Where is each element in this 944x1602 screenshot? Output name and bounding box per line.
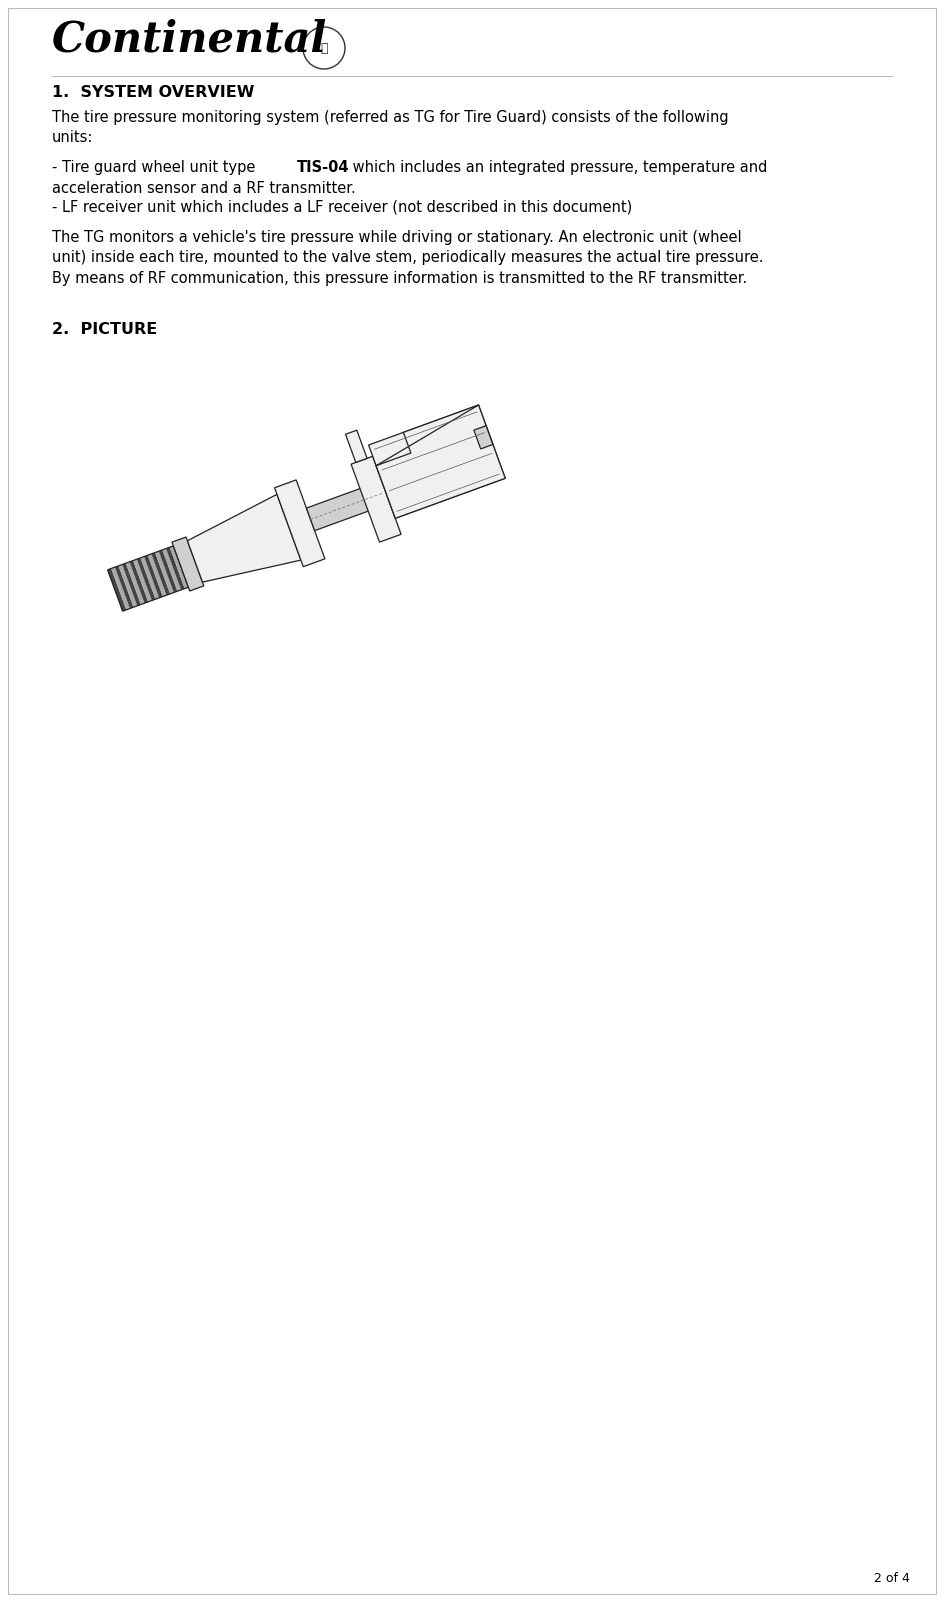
Polygon shape: [474, 426, 493, 449]
Bar: [172, 537, 204, 591]
Bar: [166, 548, 185, 590]
Bar: [275, 481, 325, 567]
Bar: [159, 549, 177, 593]
Text: which includes an integrated pressure, temperature and: which includes an integrated pressure, t…: [348, 160, 767, 175]
Bar: [170, 546, 189, 588]
Bar: [111, 567, 130, 610]
Bar: [126, 562, 144, 604]
Bar: [151, 553, 170, 596]
Bar: [108, 546, 189, 612]
Text: 1.  SYSTEM OVERVIEW: 1. SYSTEM OVERVIEW: [52, 85, 254, 99]
Bar: [144, 556, 162, 598]
Bar: [137, 557, 156, 601]
Text: - LF receiver unit which includes a LF receiver (not described in this document): - LF receiver unit which includes a LF r…: [52, 200, 632, 215]
Bar: [141, 556, 160, 599]
Bar: [115, 566, 133, 609]
Text: 🐎: 🐎: [320, 42, 328, 54]
Bar: [122, 564, 141, 606]
Text: TIS-04: TIS-04: [297, 160, 350, 175]
Bar: [133, 559, 152, 602]
Bar: [108, 569, 126, 612]
Text: - Tire guard wheel unit type: - Tire guard wheel unit type: [52, 160, 260, 175]
Bar: [129, 561, 148, 604]
Text: acceleration sensor and a RF transmitter.: acceleration sensor and a RF transmitter…: [52, 181, 356, 195]
Bar: [307, 482, 387, 530]
Text: The TG monitors a vehicle's tire pressure while driving or stationary. An electr: The TG monitors a vehicle's tire pressur…: [52, 231, 764, 285]
Bar: [148, 554, 166, 596]
Bar: [155, 551, 174, 594]
Bar: [368, 405, 505, 519]
Polygon shape: [188, 495, 301, 582]
Bar: [162, 548, 181, 591]
Text: 2 of 4: 2 of 4: [874, 1572, 910, 1584]
Text: 2.  PICTURE: 2. PICTURE: [52, 322, 158, 336]
Text: Continental: Continental: [52, 18, 328, 59]
Text: The tire pressure monitoring system (referred as TG for Tire Guard) consists of : The tire pressure monitoring system (ref…: [52, 111, 729, 146]
Polygon shape: [346, 431, 367, 463]
Bar: [351, 457, 401, 541]
Polygon shape: [376, 405, 505, 519]
Bar: [119, 564, 137, 607]
